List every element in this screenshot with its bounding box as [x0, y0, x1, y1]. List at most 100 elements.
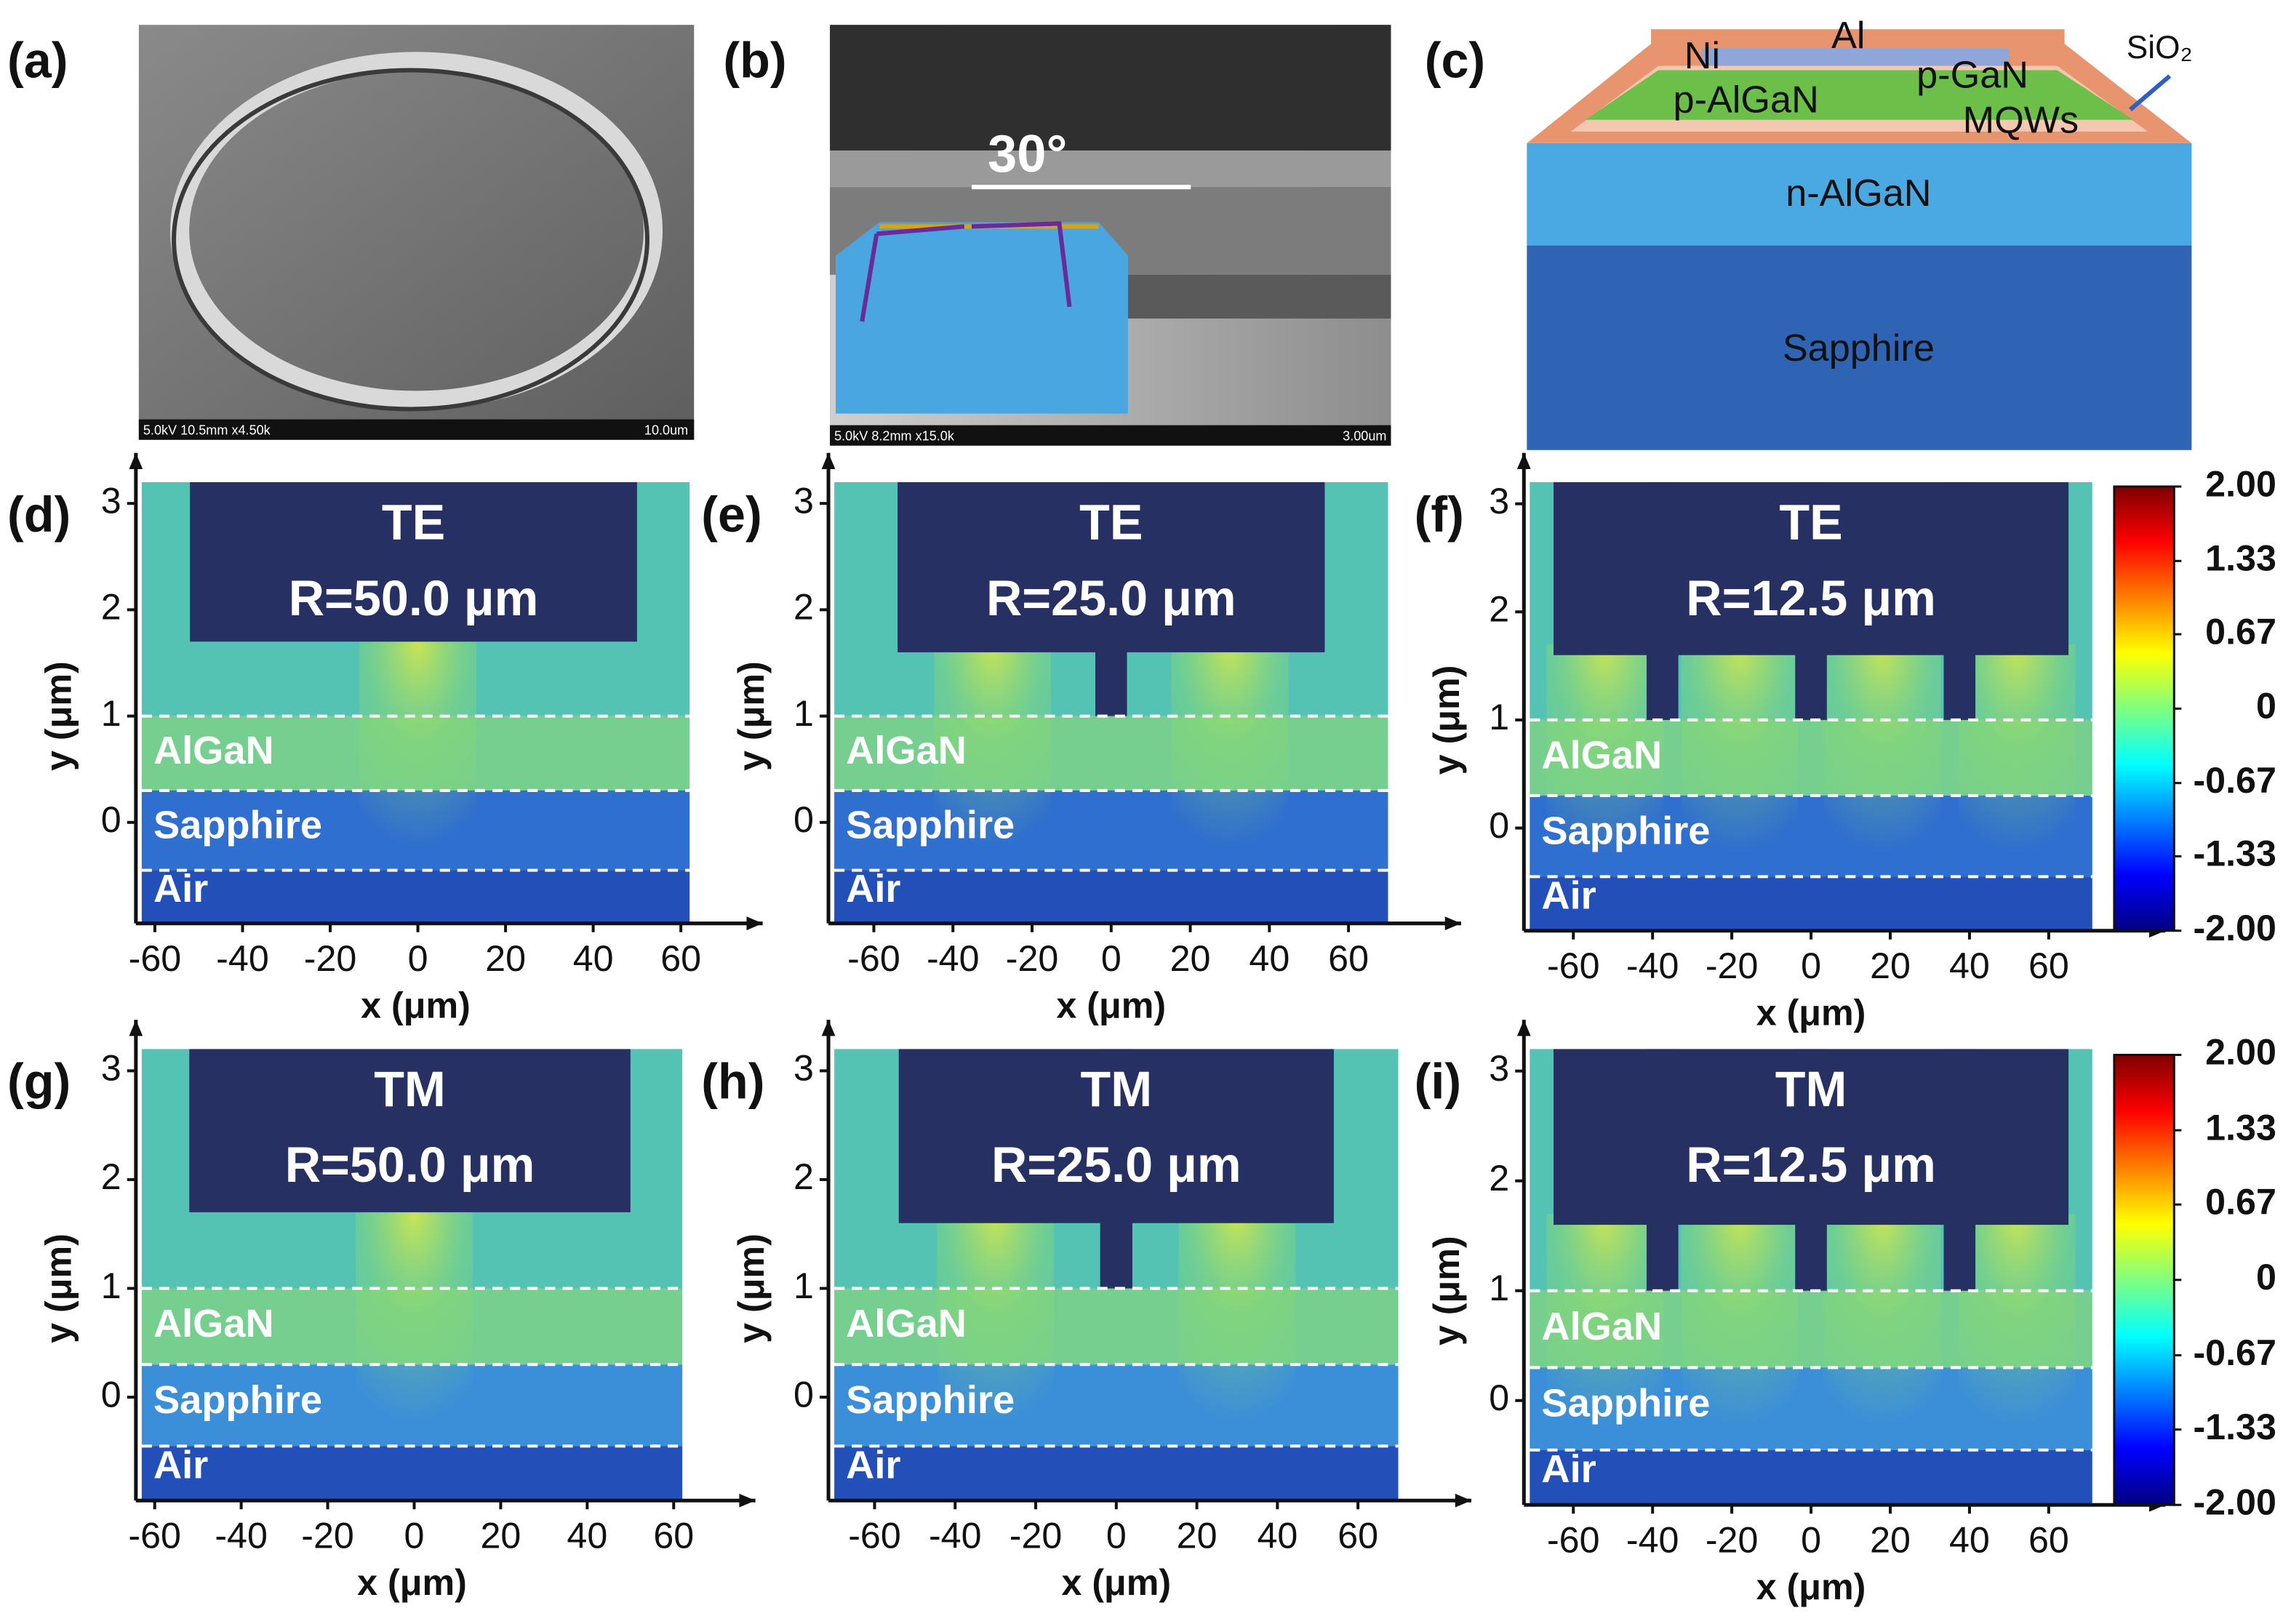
x-tick-label: 60: [2028, 945, 2069, 986]
region-label: Sapphire: [1541, 1382, 1710, 1425]
axis-arrow: [1444, 916, 1461, 931]
radius-label: R=50.0 μm: [285, 1137, 535, 1193]
layer-label: Ni: [1684, 35, 1720, 77]
x-tick-label: -40: [216, 938, 269, 979]
x-tick-label: -60: [847, 938, 900, 979]
x-tick-label: 0: [1101, 938, 1121, 979]
electrode: [190, 481, 637, 642]
mode-label: TM: [1775, 1062, 1847, 1117]
x-tick-label: 40: [573, 938, 614, 979]
field-sapphire: [834, 790, 1388, 871]
colorbar: [2113, 1053, 2175, 1506]
region-label: Air: [153, 1444, 208, 1487]
x-tick-label: 20: [1870, 945, 1911, 986]
sem-band: [1127, 274, 1391, 319]
panel-label: (g): [7, 1055, 71, 1110]
y-tick-label: 3: [793, 480, 814, 521]
y-tick-label: 3: [793, 1048, 814, 1089]
region-label: Air: [846, 1444, 900, 1487]
radius-label: R=12.5 μm: [1686, 1137, 1936, 1193]
ring: [170, 52, 663, 410]
sem-scale: 10.0um: [644, 423, 688, 437]
field-fan: [1178, 1212, 1296, 1447]
layer-label: Al: [1831, 15, 1865, 57]
electrode-notch: [1795, 481, 1827, 720]
angle-label: 30°: [988, 125, 1067, 183]
colorbar-tick-label: 1.33: [2205, 538, 2276, 579]
field-fan: [359, 641, 476, 871]
y-tick-label: 2: [793, 587, 814, 628]
x-tick-label: -40: [215, 1516, 268, 1556]
region-label: AlGaN: [846, 729, 967, 772]
x-tick-label: 60: [2028, 1520, 2069, 1561]
x-tick-label: 0: [1801, 1520, 1821, 1561]
panel-label: (i): [1415, 1055, 1461, 1110]
layer-label: Sapphire: [1783, 327, 1935, 369]
region-label: Sapphire: [846, 1378, 1015, 1422]
x-tick-label: -20: [1706, 945, 1759, 986]
y-axis-label: y (μm): [1426, 1236, 1467, 1345]
x-tick-label: 60: [660, 938, 701, 979]
radius-label: R=50.0 μm: [289, 571, 539, 626]
y-tick-label: 3: [101, 480, 121, 521]
region-label: Sapphire: [846, 803, 1015, 847]
panel-label: (f): [1415, 487, 1464, 543]
panel-label: (b): [723, 33, 786, 88]
x-tick-label: 40: [567, 1516, 607, 1556]
axis-arrow: [1516, 452, 1531, 470]
x-axis-label: x (μm): [1056, 985, 1166, 1025]
y-axis-label: y (μm): [731, 661, 772, 771]
electrode-notch: [1943, 1049, 1976, 1291]
field-fan: [1681, 644, 1799, 877]
electrode-notch: [1647, 481, 1679, 720]
field-algan: [834, 1288, 1399, 1365]
region-label: Sapphire: [153, 1378, 322, 1422]
panel-label: (c): [1425, 33, 1485, 88]
field-fan: [1546, 644, 1664, 877]
electrode-notch: [1943, 481, 1976, 720]
electrode: [189, 1049, 631, 1212]
panel-label: (a): [7, 33, 68, 88]
y-tick-label: 3: [1489, 481, 1509, 521]
colorbar-tick-label: -1.33: [2193, 1407, 2276, 1447]
y-tick-label: 1: [101, 1265, 121, 1306]
electrode-notch: [1100, 1049, 1132, 1289]
axis-arrow: [129, 452, 143, 470]
region-label: AlGaN: [846, 1302, 967, 1345]
layer-label: p-GaN: [1916, 54, 2028, 96]
panel-label: (h): [701, 1055, 764, 1110]
sem-image: [138, 25, 695, 440]
x-tick-label: -40: [1626, 945, 1679, 986]
x-tick-label: 0: [1801, 945, 1821, 986]
field-air: [141, 1446, 683, 1501]
ray: [876, 224, 965, 236]
x-tick-label: 0: [408, 938, 428, 979]
radius-label: R=25.0 μm: [986, 571, 1236, 626]
x-tick-label: 60: [1338, 1516, 1378, 1556]
colorbar-tick-label: 0: [2256, 1257, 2276, 1297]
colorbar-tick-label: 1.33: [2205, 1107, 2276, 1148]
region-label: AlGaN: [1541, 1305, 1662, 1348]
x-tick-label: 60: [653, 1516, 694, 1556]
ring-shadow: [172, 68, 649, 412]
sem-dark: [830, 25, 1391, 151]
radius-label: R=12.5 μm: [1686, 571, 1936, 626]
field-fan: [1546, 1213, 1664, 1450]
axis-arrow: [821, 452, 836, 470]
x-tick-label: 40: [1257, 1516, 1298, 1556]
mode-label: TM: [1081, 1062, 1153, 1117]
x-tick-label: 0: [404, 1516, 425, 1556]
x-tick-label: -20: [301, 1516, 354, 1556]
sem-info: 5.0kV 8.2mm x15.0k: [834, 428, 955, 443]
x-tick-label: -40: [927, 938, 980, 979]
field-fan: [937, 1212, 1055, 1447]
x-tick-label: -20: [304, 938, 357, 979]
sapphire-layer: [1527, 245, 2192, 450]
layer-label: n-AlGaN: [1786, 172, 1931, 215]
inset-mesa: [836, 222, 1128, 414]
field-air: [1530, 1449, 2092, 1505]
field-air: [1530, 876, 2092, 931]
x-axis-label: x (μm): [1061, 1562, 1171, 1603]
